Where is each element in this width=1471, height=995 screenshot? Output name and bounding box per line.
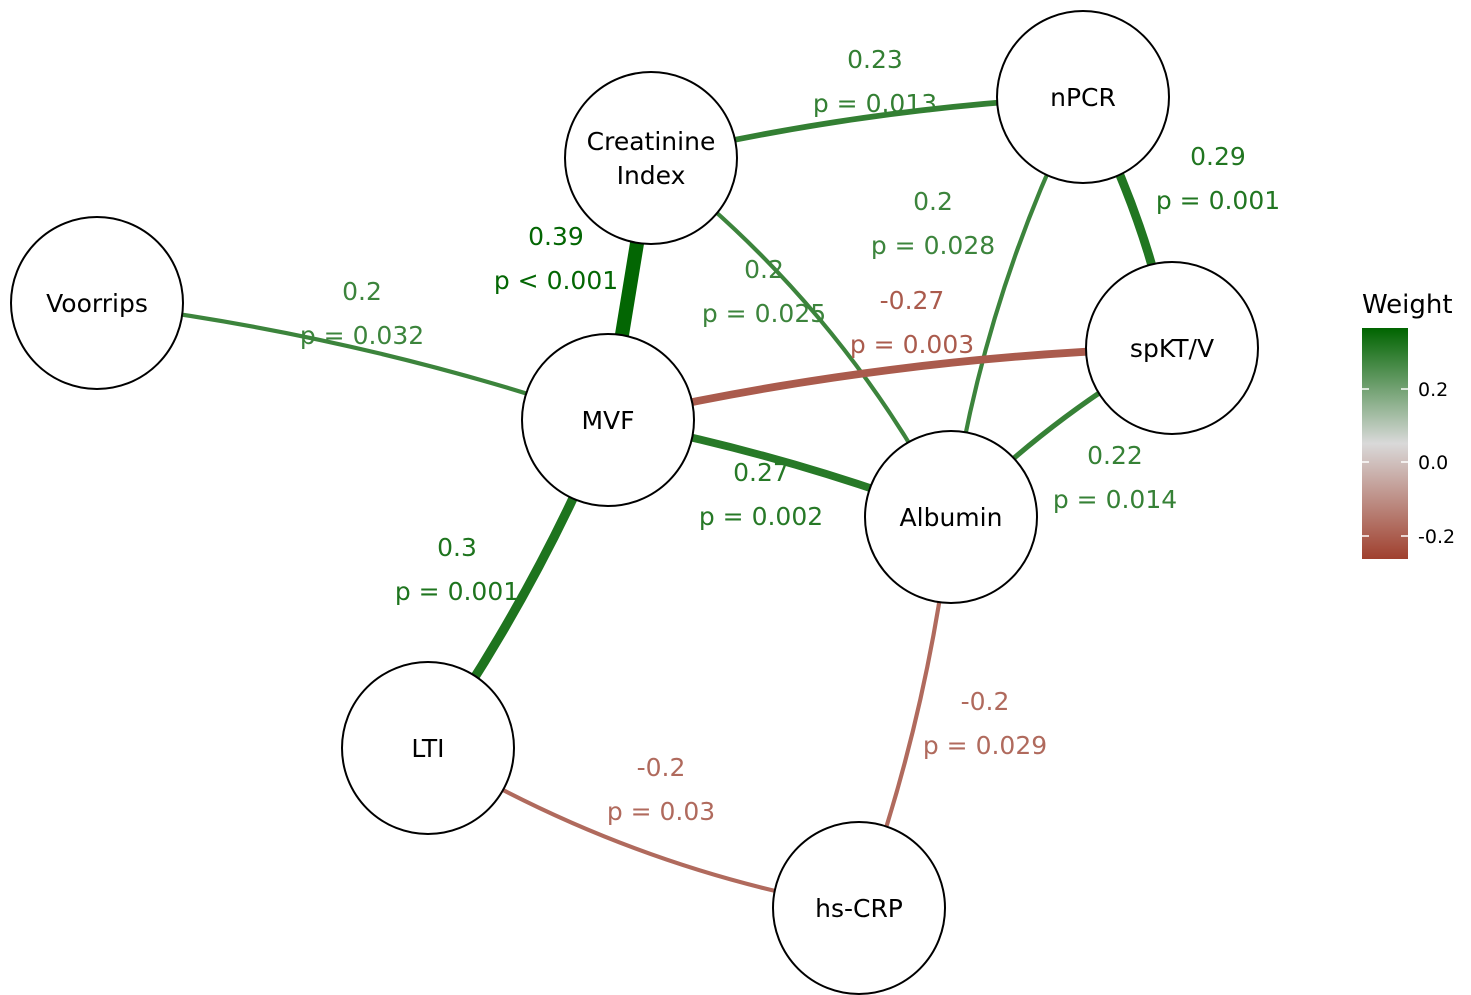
- edge-label-npcr-albumin: 0.2 p = 0.028: [871, 187, 995, 260]
- edge-weight-value: 0.23: [847, 45, 903, 74]
- legend-tick-label: -0.2: [1418, 526, 1455, 548]
- edge-weight-value: -0.2: [961, 687, 1010, 716]
- edge-label-mvf-albumin: 0.27 p = 0.002: [699, 458, 823, 531]
- legend-colorbar: [1362, 328, 1408, 559]
- edge-p-value: p = 0.013: [813, 89, 937, 118]
- node-circle: [864, 430, 1038, 604]
- node-circle: [772, 821, 946, 995]
- edge-p-value: p = 0.028: [871, 231, 995, 260]
- edge-p-value: p = 0.03: [607, 797, 715, 826]
- edge-weight-value: 0.39: [528, 222, 584, 251]
- edge-label-voorrips-mvf: 0.2 p = 0.032: [300, 277, 424, 350]
- node-circle: [1085, 261, 1259, 435]
- node-spktv: spKT/V: [1085, 261, 1259, 435]
- edge-weight-value: 0.2: [744, 255, 784, 284]
- edge-weight-value: 0.2: [342, 277, 382, 306]
- edge-label-creatinine-npcr: 0.23 p = 0.013: [813, 45, 937, 118]
- edge-weight-value: 0.2: [913, 187, 953, 216]
- node-label: Creatinine: [587, 127, 716, 156]
- edge-p-value: p = 0.001: [395, 577, 519, 606]
- edge-label-albumin-hscrp: -0.2 p = 0.029: [923, 687, 1047, 760]
- edge-weight-value: 0.3: [437, 533, 477, 562]
- edge-p-value: p < 0.001: [494, 266, 618, 295]
- node-label: Albumin: [900, 503, 1003, 532]
- edge-label-spktv-albumin: 0.22 p = 0.014: [1053, 441, 1177, 514]
- node-circle: [521, 333, 695, 507]
- node-label: Voorrips: [46, 289, 148, 318]
- edge-p-value: p = 0.032: [300, 321, 424, 350]
- node-hscrp: hs-CRP: [772, 821, 946, 995]
- edge-p-value: p = 0.029: [923, 731, 1047, 760]
- edge-p-value: p = 0.003: [850, 330, 974, 359]
- node-voorrips: Voorrips: [10, 216, 184, 390]
- edge-weight-value: 0.29: [1190, 142, 1246, 171]
- node-label: Index: [617, 161, 686, 190]
- edge-label-mvf-spktv: -0.27 p = 0.003: [850, 286, 974, 359]
- edge-weight-value: -0.2: [637, 753, 686, 782]
- legend-tick-label: 0.0: [1418, 452, 1448, 474]
- legend-tick-label: 0.2: [1418, 379, 1448, 401]
- node-albumin: Albumin: [864, 430, 1038, 604]
- edge-p-value: p = 0.014: [1053, 485, 1177, 514]
- node-circle: [10, 216, 184, 390]
- node-mvf: MVF: [521, 333, 695, 507]
- edge-p-value: p = 0.002: [699, 502, 823, 531]
- weight-legend: Weight 0.2 0.0 -0.2: [1362, 290, 1455, 559]
- edge-p-value: p = 0.025: [702, 299, 826, 328]
- nodes-layer: Voorrips Creatinine Index nPCR spKT/V MVF Albu…: [10, 10, 1259, 995]
- edge-label-creatinine-mvf: 0.39 p < 0.001: [494, 222, 618, 295]
- node-lti: LTI: [341, 661, 515, 835]
- legend-title: Weight: [1362, 290, 1453, 320]
- node-label: nPCR: [1050, 83, 1116, 112]
- edge-weight-value: 0.22: [1087, 441, 1143, 470]
- node-label: MVF: [581, 406, 634, 435]
- node-circle: [996, 10, 1170, 184]
- node-npcr: nPCR: [996, 10, 1170, 184]
- node-creatinine: Creatinine Index: [564, 71, 738, 245]
- edge-weight-value: -0.27: [880, 286, 945, 315]
- edge-weight-value: 0.27: [733, 458, 789, 487]
- edge-label-lti-hscrp: -0.2 p = 0.03: [607, 753, 715, 826]
- edge-p-value: p = 0.001: [1156, 186, 1280, 215]
- node-label: hs-CRP: [815, 894, 903, 923]
- edge-label-npcr-spktv: 0.29 p = 0.001: [1156, 142, 1280, 215]
- node-circle: [564, 71, 738, 245]
- node-circle: [341, 661, 515, 835]
- node-label: LTI: [411, 734, 444, 763]
- edge-label-creatinine-albumin: 0.2 p = 0.025: [702, 255, 826, 328]
- node-label: spKT/V: [1130, 334, 1214, 363]
- edge-label-mvf-lti: 0.3 p = 0.001: [395, 533, 519, 606]
